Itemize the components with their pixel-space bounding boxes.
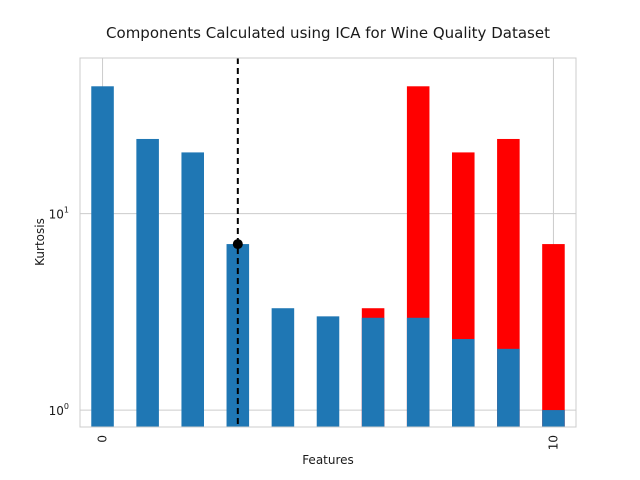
x-tick-label: 0 [96, 435, 110, 443]
bar-blue [316, 316, 340, 427]
bar-blue [406, 317, 430, 427]
bar-blue [497, 348, 520, 427]
y-tick-label: 100 [49, 402, 69, 418]
bar-blue [452, 339, 475, 427]
bar-layer [91, 86, 565, 428]
x-axis-label: Features [302, 453, 354, 467]
bar-blue [361, 317, 385, 427]
bar-blue [136, 138, 159, 427]
chart-title: Components Calculated using ICA for Wine… [106, 24, 550, 42]
x-tick-label: 10 [546, 435, 560, 450]
bar-blue [542, 410, 565, 427]
bar-blue [226, 244, 250, 427]
bar-blue [91, 86, 114, 428]
marker-layer [232, 58, 243, 427]
bar-blue [271, 308, 295, 427]
y-tick-label: 101 [49, 206, 69, 222]
plot-frame [79, 57, 577, 428]
bar-blue [181, 152, 204, 428]
marker-point [232, 239, 243, 250]
y-axis-label: Kurtosis [33, 218, 47, 266]
bar-red [542, 244, 565, 427]
